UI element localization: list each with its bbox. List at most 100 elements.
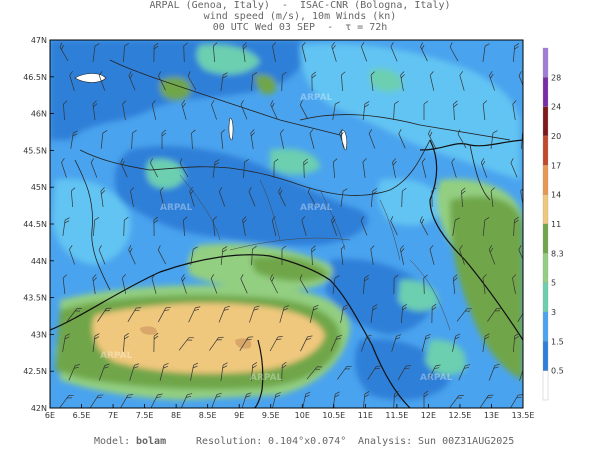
- wind-barb: [339, 129, 345, 149]
- wind-barb: [370, 188, 378, 208]
- coastline-adriatic: [429, 139, 523, 341]
- wind-barb: [512, 333, 520, 353]
- colorbar-swatch: [542, 253, 549, 283]
- wind-barb: [421, 158, 427, 178]
- wind-barb: [452, 217, 460, 236]
- wind-barb: [212, 216, 217, 236]
- wind-barb: [92, 274, 97, 294]
- field-region-teal-north-right: [370, 68, 403, 92]
- latitude-axis: 47N 46.5N 46N 45.5N 45N 44.5N 44N 43.5N 43N 42.5N…: [23, 36, 54, 413]
- wind-barb: [218, 187, 226, 207]
- wind-barb: [419, 216, 429, 236]
- wind-barb: [123, 333, 129, 353]
- colorbar-label: 3: [551, 308, 556, 317]
- wind-barb: [459, 71, 465, 91]
- lon-tick-label: 11E: [358, 411, 373, 420]
- lat-tick-label: 42.5N: [23, 367, 47, 376]
- wind-barb: [129, 363, 140, 381]
- wind-barb: [220, 72, 228, 91]
- wind-barbs: [59, 42, 523, 408]
- wind-barb: [271, 216, 277, 236]
- wind-barb: [61, 158, 67, 178]
- lon-tick-label: 6.5E: [73, 411, 91, 420]
- wind-barb: [303, 158, 308, 179]
- field-region-light-blue-east: [377, 178, 445, 226]
- wind-barb: [241, 392, 252, 408]
- wind-barb: [92, 43, 100, 62]
- lat-tick-label: 46.5N: [23, 73, 47, 82]
- lat-tick-label: 42N: [31, 404, 47, 413]
- lat-tick-label: 43N: [31, 330, 47, 339]
- lat-tick-label: 43.5N: [23, 294, 47, 303]
- field-region-teal-3: [398, 279, 439, 312]
- wind-barb: [332, 275, 340, 294]
- wind-barb: [153, 332, 159, 353]
- colorbar-swatch: [542, 47, 549, 78]
- border-switzerland: [109, 59, 341, 136]
- colorbar-label: 17: [551, 161, 561, 170]
- wind-barb: [131, 129, 137, 150]
- wind-barb: [307, 187, 317, 207]
- wind-barb: [130, 187, 135, 207]
- wind-barb: [397, 365, 412, 381]
- wind-barb: [242, 216, 247, 236]
- wind-barb: [393, 274, 399, 295]
- wind-barb: [461, 187, 466, 208]
- wind-barb: [151, 274, 157, 294]
- wind-barb: [62, 333, 71, 352]
- wind-barb: [210, 274, 218, 294]
- field-region-deep-blue-sea: [325, 259, 433, 335]
- wind-barb: [92, 217, 100, 237]
- wind-barb: [92, 333, 100, 352]
- colorbar-swatch: [542, 370, 549, 401]
- map-title: ARPAL (Genoa, Italy) - ISAC-CNR (Bologna…: [0, 0, 600, 33]
- wind-barb: [158, 71, 166, 91]
- border-france: [74, 159, 111, 291]
- wind-barb: [421, 333, 431, 352]
- resolution-label: Resolution:: [196, 436, 263, 447]
- wind-barb: [332, 391, 340, 408]
- wind-barb: [300, 335, 313, 352]
- lat-tick-label: 46N: [31, 110, 47, 119]
- wind-barb: [458, 364, 471, 381]
- wind-barb: [69, 245, 75, 265]
- lake-maggiore: [228, 117, 234, 141]
- wind-barb: [243, 159, 249, 179]
- wind-barb: [362, 101, 370, 120]
- wind-barb: [512, 100, 517, 120]
- lat-tick-label: 44.5N: [23, 220, 47, 229]
- wind-barb: [178, 337, 194, 351]
- field-region-teal-2: [270, 148, 320, 175]
- lat-tick-label: 45.5N: [23, 146, 47, 155]
- colorbar-swatch: [542, 106, 549, 137]
- wind-barb: [420, 42, 428, 62]
- wind-barb: [512, 274, 517, 294]
- wind-barb: [120, 158, 128, 178]
- wind-barb: [311, 245, 316, 266]
- field-region-tan-maxima: [92, 303, 325, 374]
- wind-barb: [480, 158, 488, 178]
- wind-barb: [97, 307, 112, 322]
- wind-barb: [423, 274, 428, 295]
- wind-barb: [452, 333, 461, 352]
- lon-tick-label: 9.5E: [262, 411, 280, 420]
- wind-barb: [368, 129, 376, 149]
- wind-barb: [249, 305, 260, 323]
- field-region-dark-tan-2: [235, 338, 252, 349]
- wind-barb: [66, 308, 82, 322]
- lon-tick-label: 9E: [234, 411, 244, 420]
- wind-barb: [157, 245, 167, 265]
- wind-barb: [188, 306, 201, 323]
- regional-border-5: [229, 237, 351, 251]
- wind-barb: [428, 364, 441, 381]
- wind-barb: [488, 245, 496, 265]
- wind-barb: [429, 71, 435, 91]
- lat-tick-label: 45N: [31, 183, 47, 192]
- wind-barb: [98, 363, 110, 381]
- wind-barb: [220, 362, 228, 381]
- wind-barb: [309, 304, 319, 323]
- wind-barb: [512, 43, 520, 63]
- colorbar-label: 1.5: [551, 337, 564, 346]
- wind-barb: [159, 362, 169, 381]
- field-region-teal-northwest: [196, 44, 260, 75]
